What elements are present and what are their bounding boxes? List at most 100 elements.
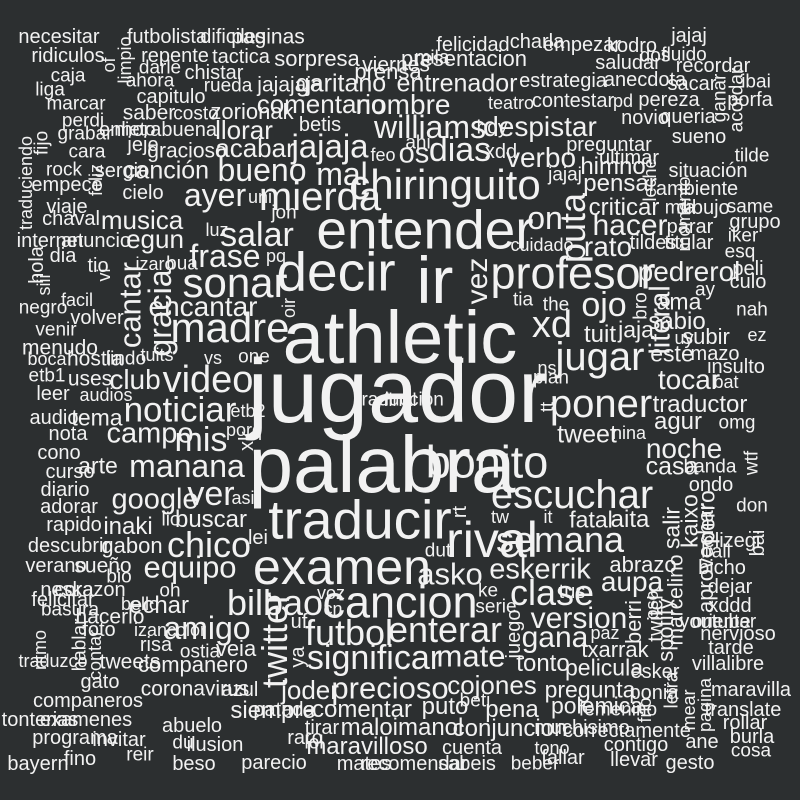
word-translate: translate: [704, 699, 782, 721]
word-xd: xd: [531, 304, 573, 346]
word-tonterias: tonterias: [1, 709, 79, 731]
word-jajaj: jajaj: [671, 25, 707, 47]
word-darle: darle: [138, 57, 182, 79]
word-siempre: siempre: [230, 697, 316, 724]
word-cono: cono: [37, 442, 81, 464]
word-ns: ns: [537, 358, 557, 378]
word-cielo: cielo: [122, 182, 164, 204]
word-prensa: prensa: [354, 59, 422, 84]
word-gesto: gesto: [665, 752, 715, 774]
word-titular: titular: [664, 232, 714, 254]
word-contar: contar: [85, 629, 105, 681]
word-club: club: [109, 364, 161, 395]
word-subir: subir: [682, 324, 730, 349]
word-musica: musica: [100, 205, 184, 235]
word-gracioso: gracioso: [147, 139, 227, 163]
word-campo: campo: [106, 417, 194, 450]
word-situaci-n: situación: [668, 160, 748, 182]
word-contestar: contestar: [531, 90, 615, 112]
word-rock: rock: [46, 159, 82, 181]
word-entrenador: entrenador: [396, 69, 518, 98]
word-escuchar: escuchar: [490, 473, 654, 517]
word-fino: fino: [63, 748, 97, 770]
word-betis: betis: [298, 114, 342, 136]
word-rt: rt: [449, 505, 471, 519]
word-anuncio: anuncio: [60, 230, 132, 252]
word-venir: venir: [35, 319, 77, 341]
word-tw: tw: [491, 507, 509, 527]
word-volver: volver: [70, 307, 124, 329]
word-dos: dos: [639, 45, 671, 67]
word-mear: mear: [679, 689, 699, 731]
word-palabra: palabra: [248, 420, 516, 509]
word-dias: dias: [428, 131, 492, 169]
word-cantar: cantar: [112, 261, 148, 349]
word-esker: esker: [630, 661, 680, 683]
word-bio: bio: [106, 566, 132, 588]
word-abuelo: abuelo: [161, 715, 223, 737]
word-parecio: parecio: [241, 752, 307, 774]
word-beso: beso: [172, 753, 216, 775]
word-bro: bro: [630, 292, 652, 320]
word-programa: programa: [32, 727, 118, 749]
word-boca: boca: [27, 349, 67, 369]
word-paz: paz: [590, 623, 620, 643]
word-esq: esq: [724, 241, 756, 263]
word-tilde: tilde: [734, 145, 770, 167]
word-curso: curso: [45, 461, 95, 483]
word-ya: ya: [287, 646, 309, 668]
word-criticar: criticar: [588, 194, 660, 221]
word-ibai: ibai: [741, 71, 771, 93]
word-semana: semana: [495, 519, 625, 560]
word-youtube: youtube: [679, 611, 751, 633]
word-pregunta: pregunta: [544, 676, 636, 703]
word-felicitar: felicitar: [31, 589, 95, 611]
word-sueno: sueno: [671, 126, 727, 148]
word-audios: audios: [79, 385, 133, 405]
word-recomendar: recomendar: [360, 753, 468, 775]
word-fallar: fallar: [541, 747, 585, 769]
word-ilusion: ilusion: [186, 734, 244, 756]
word-agur: agur: [653, 408, 703, 435]
word-lol: lol: [304, 732, 324, 754]
word-ondo: ondo: [688, 474, 734, 496]
word-gana: gana: [521, 621, 589, 654]
word-neska: neska: [40, 579, 94, 601]
word-culo: culo: [729, 271, 767, 293]
word-viernes: viernes: [362, 53, 430, 77]
word-saber: saber: [122, 101, 176, 125]
word-tema: tema: [71, 404, 123, 431]
word-buscar: buscar: [174, 506, 248, 533]
word-tirar: tirar: [304, 717, 340, 739]
word-ver: ver: [187, 475, 235, 513]
word-correctamente: correctamente: [563, 720, 691, 742]
word-decir: decir: [276, 240, 396, 303]
word-azul: azul: [221, 679, 259, 701]
word-tocar: tocar: [657, 364, 721, 395]
word-precioso: precioso: [331, 670, 449, 706]
word-tweet: tweet: [557, 420, 617, 449]
word-dut: dut: [424, 540, 452, 562]
word-pd: pd: [612, 91, 634, 111]
word-noche: noche: [645, 433, 723, 464]
word-tarde: tarde: [708, 637, 754, 659]
word-omg: omg: [718, 412, 756, 434]
word-femenino: femenino: [578, 699, 658, 721]
word-tildes: tildes: [629, 232, 677, 254]
word-insulto: insulto: [707, 356, 765, 378]
word-ritmo: ritmo: [30, 630, 50, 670]
word-contigo: contigo: [603, 734, 669, 756]
word-xk: xk: [236, 431, 258, 451]
word-frase: frase: [189, 238, 261, 274]
word-plan: plan: [533, 367, 569, 389]
word-chico: chico: [166, 524, 252, 565]
word-chiringuito: chiringuito: [349, 161, 541, 208]
word-adorar: adorar: [40, 496, 98, 518]
word-empece: empece: [31, 174, 103, 196]
word-maloimanol: maloimanol: [340, 714, 464, 741]
word-don: don: [736, 495, 768, 517]
word-leche: leche: [640, 158, 660, 202]
word-ball: ball: [701, 541, 731, 563]
word-este: este: [650, 340, 694, 367]
word-sacar: sacar: [667, 73, 717, 95]
